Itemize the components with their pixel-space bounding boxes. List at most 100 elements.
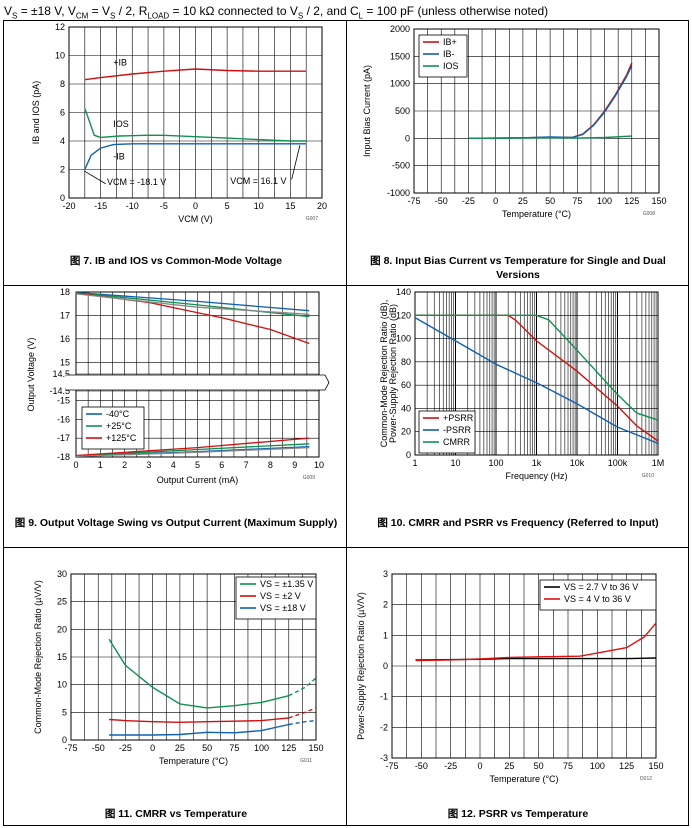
legend-entry: +25°C: [106, 421, 132, 431]
y-axis-label: Input Bias Current (pA): [362, 65, 372, 157]
x-tick-label: 2: [122, 460, 127, 470]
y-tick-label: 60: [401, 380, 411, 390]
x-tick-label: 15: [285, 201, 295, 211]
series-line-+IB: [84, 68, 307, 81]
chart-fig11: 0 5 10 15 20 25 30 -75 -50 -25 0 25 50 75 100 125 150 Tem…: [33, 569, 324, 766]
x-tick-label: 0: [193, 201, 198, 211]
x-tick-label: 0: [150, 743, 155, 753]
annotation-label: VCM = 16.1 V: [230, 176, 286, 186]
x-tick-label: 100k: [608, 458, 628, 468]
figure-code: D012: [640, 776, 652, 782]
x-tick-label: 0: [73, 460, 78, 470]
series-line-ref: [75, 293, 310, 315]
series-line-VS = 4 V to 36 V: [415, 622, 657, 662]
x-tick-label: -15: [94, 201, 107, 211]
y-tick-label: 16: [60, 334, 70, 344]
legend-entry: +125°C: [106, 433, 137, 443]
x-tick-label: 10: [254, 201, 264, 211]
x-tick-label: 7: [244, 460, 249, 470]
x-tick-label: -5: [160, 201, 168, 211]
x-tick-label: 75: [229, 743, 239, 753]
x-tick-label: 125: [624, 196, 639, 206]
legend-entry: VS = ±2 V: [260, 591, 301, 601]
y-tick-label: 2: [60, 165, 65, 175]
x-tick-label: 9: [292, 460, 297, 470]
x-tick-label: 5: [195, 460, 200, 470]
x-tick-label: 8: [268, 460, 273, 470]
y-tick-label: 30: [57, 569, 67, 579]
x-tick-label: 25: [518, 196, 528, 206]
y-tick-label: 10: [57, 680, 67, 690]
y-tick-label: -1: [380, 692, 388, 702]
x-tick-label: 0: [493, 196, 498, 206]
x-tick-label: 1: [98, 460, 103, 470]
y-tick-label: 0: [405, 133, 410, 143]
legend-entry: -PSRR: [443, 425, 472, 435]
x-tick-label: 4: [171, 460, 176, 470]
series-label: -IB: [113, 152, 125, 162]
series-line-CMRR: [415, 314, 659, 421]
figure-code: G010: [642, 473, 654, 479]
caption-fig9: 图 9. Output Voltage Swing vs Output Curr…: [14, 517, 338, 529]
y-tick-label: -18: [57, 452, 70, 462]
legend-entry: IB+: [443, 37, 457, 47]
y-tick-label: 20: [401, 427, 411, 437]
x-tick-label: 75: [572, 196, 582, 206]
y-tick-label: 0: [406, 450, 411, 460]
y-tick-label: -2: [380, 722, 388, 732]
x-axis-label: Frequency (Hz): [505, 471, 567, 481]
y-tick-label: 0: [60, 193, 65, 203]
y-tick-label: 1500: [390, 51, 410, 61]
annotation-arrow: [83, 170, 106, 185]
legend-box: [539, 579, 657, 611]
legend-entry: VS = 4 V to 36 V: [564, 594, 631, 604]
legend-entry: VS = 2.7 V to 36 V: [564, 582, 638, 592]
figure-code: G008: [643, 211, 655, 217]
y-tick-label: 1: [383, 630, 388, 640]
x-tick-label: -25: [444, 761, 457, 771]
y-tick-label: 12: [55, 22, 65, 32]
chart-fig8: -1000 -500 0 500 1000 1500 2000 -75 -50 -25 0 25 50 7…: [362, 24, 667, 219]
plot-frame: [70, 573, 317, 741]
y-tick-label: 40: [401, 403, 411, 413]
series-line-ref: [75, 446, 310, 458]
x-tick-label: 150: [648, 761, 663, 771]
x-tick-label: -25: [462, 196, 475, 206]
series-line-+25°C: [75, 292, 310, 318]
x-tick-label: -50: [435, 196, 448, 206]
axis-break-line: [66, 374, 330, 391]
y-tick-label: 500: [395, 106, 410, 116]
x-tick-label: -75: [64, 743, 77, 753]
series-line--PSRR: [414, 316, 659, 445]
chart-fig12: -3 -2 -1 0 1 2 3 -75 -50 -25 0 25 50 75 100 125 150 Tempe…: [356, 569, 664, 784]
series-line-+25°C: [75, 443, 310, 457]
y-tick-label: -1000: [387, 188, 410, 198]
x-tick-label: 100: [488, 458, 503, 468]
y-tick-label: 17: [60, 310, 70, 320]
x-axis-label: Temperature (°C): [159, 756, 228, 766]
y-tick-label: 5: [62, 707, 67, 717]
x-axis-label: Output Current (mA): [157, 475, 239, 485]
y-tick-label: -17: [57, 433, 70, 443]
x-tick-label: 125: [619, 761, 634, 771]
caption-fig11: 图 11. CMRR vs Temperature: [104, 808, 248, 820]
y-axis-label: Common-Mode Rejection Ratio (µV/V): [33, 580, 43, 734]
y-tick-label: 0: [62, 735, 67, 745]
x-tick-label: -10: [126, 201, 139, 211]
x-tick-label: 1k: [532, 458, 542, 468]
series-line-VS = ±18 V: [109, 723, 289, 736]
series-line-IOS: [84, 107, 307, 142]
x-tick-label: 5: [225, 201, 230, 211]
y-tick-label: 15: [60, 357, 70, 367]
y-tick-label: 4: [60, 136, 65, 146]
chart-fig9: 14.5 15 16 17 18 -18 -17 -16 -15-14.5 0 1 2 3 4 5 6 7 8 9 1…: [26, 287, 330, 485]
plot-frame: [391, 573, 657, 759]
x-tick-label: 1M: [652, 458, 665, 468]
x-axis-label: Temperature (°C): [489, 774, 558, 784]
legend-entry: IOS: [443, 61, 459, 71]
figure-code: G011: [300, 758, 312, 764]
caption-fig10: 图 10. CMRR and PSRR vs Frequency (Referr…: [377, 517, 659, 529]
y-axis-label: Power-Supply Rejection Ratio (dB): [388, 304, 398, 443]
axis-break: [66, 375, 329, 390]
figure-grid: 0 2 4 6 8 10 12 -20 -15 -10 -5 0 5 10 15 20 VCM (V) IB an…: [3, 20, 689, 826]
